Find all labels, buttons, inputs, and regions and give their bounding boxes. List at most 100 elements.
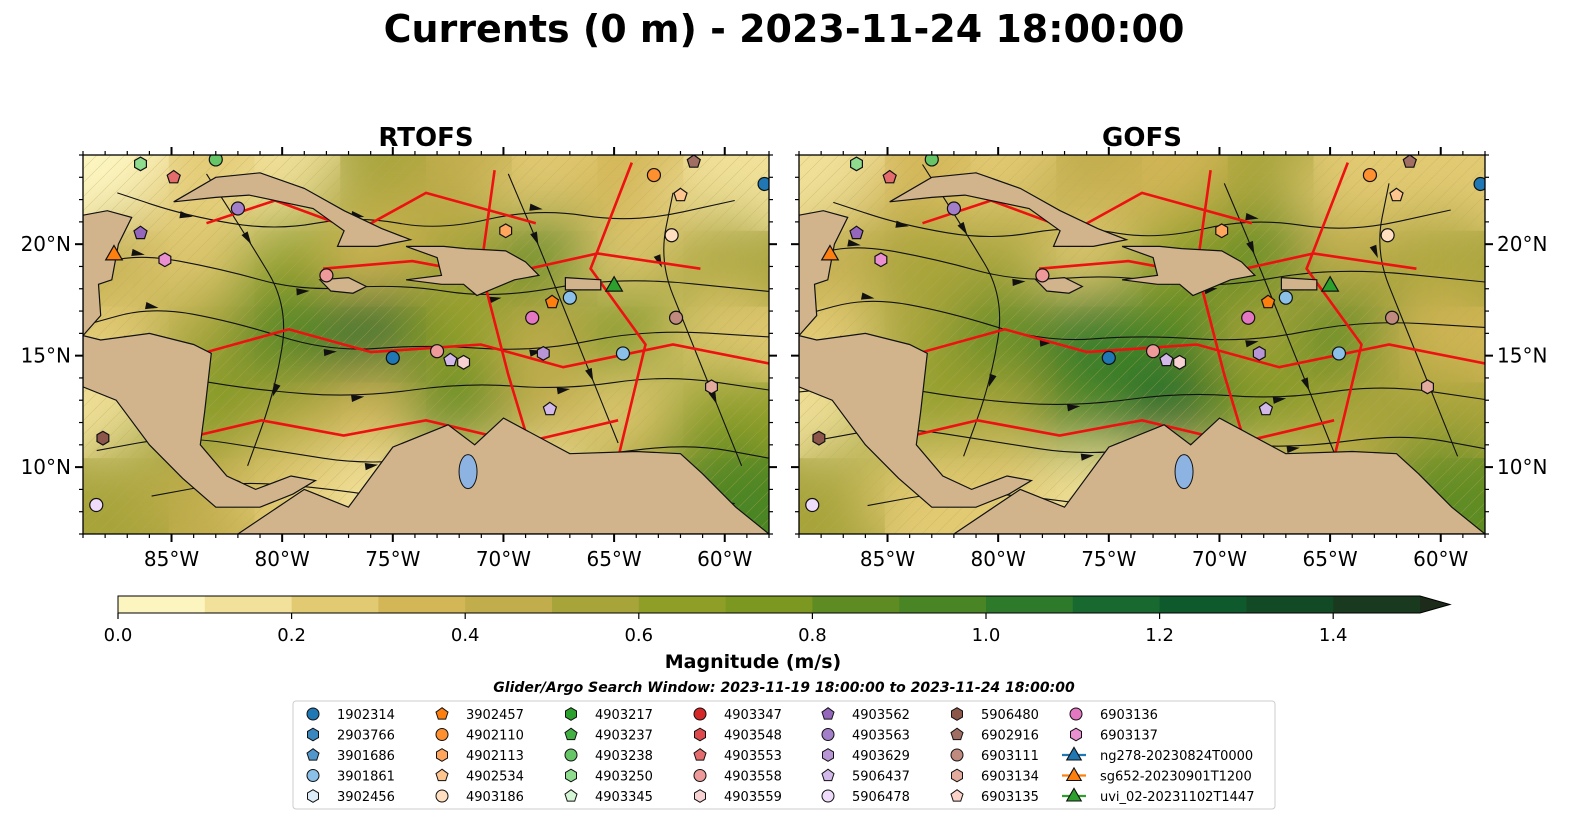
observation-marker [604, 275, 624, 292]
legend-entry: 5906478 [821, 789, 910, 805]
x-tick-label: 75°W [365, 547, 420, 571]
land-mass [889, 172, 1129, 247]
legend-entry: ng278-20230824T0000 [1062, 746, 1253, 764]
observation-marker [1101, 350, 1116, 365]
colorbar-segment [725, 596, 813, 613]
legend-entry: 4903548 [694, 727, 782, 744]
colorbar-segment [465, 596, 553, 613]
observation-marker [562, 290, 577, 305]
legend-label: 4903562 [852, 708, 910, 723]
legend-entry: 4902110 [435, 728, 524, 744]
legend-entry: 3902457 [435, 707, 524, 723]
streamline [799, 300, 1485, 341]
legend-label: 4902534 [466, 770, 524, 785]
observation-marker [1241, 310, 1256, 325]
legend-entry: 3902456 [307, 789, 395, 805]
colorbar-segment [638, 596, 727, 613]
observation-marker [443, 352, 458, 367]
observation-marker [1389, 187, 1404, 202]
x-tick-label: 60°W [697, 547, 752, 571]
legend-marker [564, 789, 578, 802]
observation-marker [542, 401, 558, 416]
legend-label: 4903186 [466, 790, 524, 805]
land-mass [236, 417, 769, 534]
y-tick-label: 20°N [21, 232, 71, 256]
land-mass [564, 276, 602, 291]
observation-marker [230, 201, 246, 216]
legend-marker [1069, 707, 1083, 721]
legend-label: 4903548 [724, 729, 782, 744]
colorbar-extend-arrow [1420, 596, 1450, 613]
legend-entry: 4903237 [564, 727, 653, 744]
land-mass [799, 332, 1034, 508]
streamline-arrow [1301, 377, 1310, 391]
colorbar-segment [1246, 596, 1334, 613]
observation-marker [946, 201, 962, 216]
legend-marker [306, 707, 320, 721]
legend-entry: 4903559 [694, 789, 782, 805]
legend-marker [693, 707, 707, 721]
legend-entry: 6903134 [951, 768, 1039, 785]
observation-marker [924, 155, 939, 167]
land-mass [1034, 276, 1084, 294]
legend-label: 4903559 [724, 790, 782, 805]
legend-marker [306, 748, 320, 761]
streamline-arrow [847, 239, 861, 247]
x-tick-label: 85°W [144, 547, 199, 571]
observation-marker [615, 346, 631, 361]
observation-marker [134, 156, 147, 172]
streamline-arrow [1245, 340, 1259, 348]
legend-label: 3902457 [466, 708, 524, 723]
legend-label: 6903111 [981, 749, 1039, 764]
legend-marker [435, 768, 449, 782]
streamline-arrow [530, 231, 539, 245]
legend-entry: 4903558 [693, 769, 782, 785]
streamline [507, 173, 619, 444]
streamline [1223, 183, 1335, 453]
legend-label: 4903237 [595, 729, 653, 744]
legend-label: 5906480 [981, 708, 1039, 723]
land-mass [405, 245, 541, 297]
legend-entry: uvi_02-20231102T1447 [1062, 787, 1254, 805]
legend-entry: 5906437 [821, 768, 910, 785]
land-mass [83, 332, 318, 508]
legend-marker [565, 707, 577, 721]
land-masses [83, 155, 769, 534]
legend-label: 4902110 [466, 729, 524, 744]
x-tick-label: 65°W [586, 547, 641, 571]
legend-marker [950, 748, 964, 762]
x-tick-label: 70°W [1192, 547, 1247, 571]
main-title: Currents (0 m) - 2023-11-24 18:00:00 [384, 7, 1185, 51]
land-mass [83, 210, 133, 337]
colorbar-segment [1072, 596, 1161, 613]
legend-label: 5906437 [852, 770, 910, 785]
observation-marker [1380, 228, 1395, 243]
streamline-arrow [488, 296, 502, 304]
land-masses [799, 155, 1485, 534]
streamline-arrow [272, 383, 281, 397]
observation-marker [208, 155, 223, 167]
colorbar-segment [986, 596, 1074, 613]
map-frame [82, 154, 770, 535]
colorbar-tick-label: 1.0 [972, 625, 1001, 646]
streamline-arrow [323, 349, 337, 357]
streamline-arrow [364, 463, 379, 471]
legend-label: 4903563 [852, 729, 910, 744]
observation-marker [673, 187, 688, 202]
streamline-arrow [1080, 453, 1095, 461]
x-tick-label: 60°W [1413, 547, 1468, 571]
observation-marker [525, 310, 540, 325]
observation-marker [499, 223, 513, 239]
x-tick-label: 70°W [476, 547, 531, 571]
colorbar-tick-label: 0.2 [277, 625, 306, 646]
y-tick-label: 20°N [1497, 232, 1547, 256]
colorbar-tick-label: 0.8 [798, 625, 827, 646]
streamline-arrow [653, 254, 662, 268]
legend-label: 4902113 [466, 749, 524, 764]
land-mass [952, 417, 1485, 534]
land-mass [799, 210, 849, 337]
legend-entry: sg652-20230901T1200 [1062, 766, 1252, 785]
streamline-arrow [556, 387, 571, 395]
observation-marker [882, 169, 897, 184]
observation-marker [429, 344, 445, 359]
